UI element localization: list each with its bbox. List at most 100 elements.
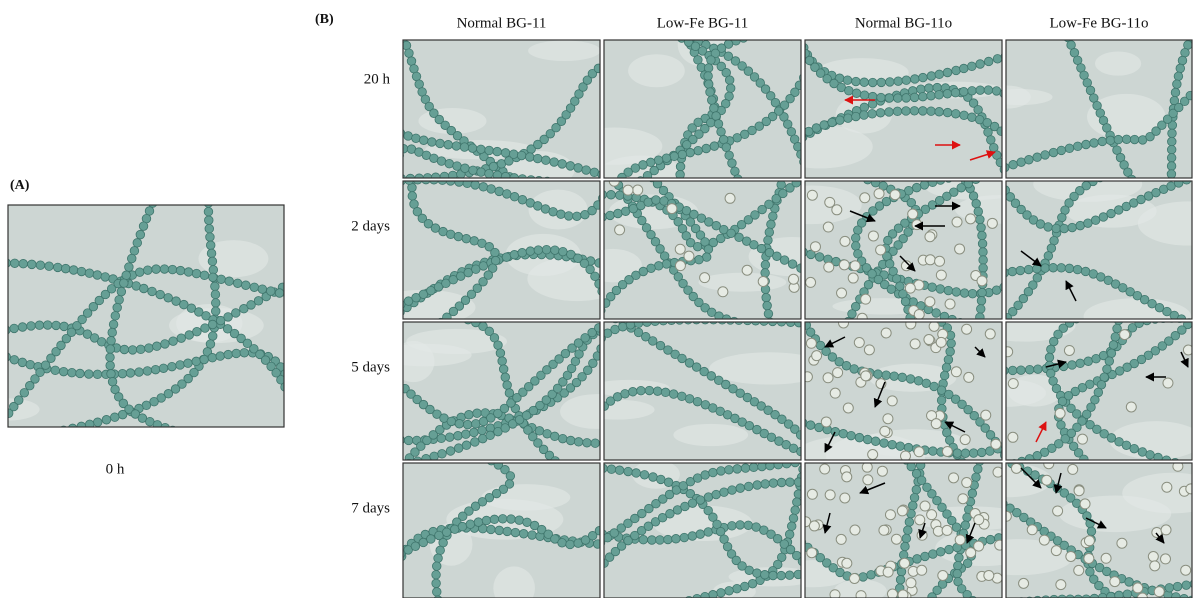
cell (894, 77, 903, 86)
cell (68, 368, 77, 377)
cell (52, 321, 61, 330)
cell (19, 259, 28, 268)
cell (1034, 365, 1043, 374)
cell (176, 429, 185, 438)
lysed-cell (1181, 565, 1191, 575)
cell (767, 220, 776, 229)
cell (216, 352, 225, 361)
cell (164, 293, 173, 302)
cell (1084, 357, 1093, 366)
cell (240, 348, 249, 357)
cell (702, 253, 711, 262)
lysed-cell (908, 209, 918, 219)
lysed-cell (929, 321, 939, 331)
lysed-cell (920, 501, 930, 511)
cell (1107, 592, 1116, 598)
cell (902, 94, 911, 103)
cell (692, 363, 701, 372)
lysed-cell (927, 510, 937, 520)
cell (974, 207, 983, 216)
cell (910, 493, 919, 502)
cell (774, 460, 783, 469)
micrograph (372, 167, 627, 333)
cell (1168, 129, 1177, 138)
lysed-cell (987, 218, 997, 228)
cell (927, 107, 936, 116)
cell (615, 466, 624, 475)
cell (478, 426, 487, 435)
cell (193, 327, 202, 336)
cell (859, 573, 868, 582)
cell (211, 299, 220, 308)
cell (709, 590, 718, 598)
cell (744, 521, 753, 530)
cell (936, 285, 945, 294)
lysed-cell (863, 475, 873, 485)
cell (135, 268, 144, 277)
cell (932, 309, 941, 318)
cell (471, 181, 480, 190)
cell (77, 422, 86, 431)
cell (765, 200, 774, 209)
cell (485, 146, 494, 155)
cell (27, 322, 36, 331)
cell (968, 86, 977, 95)
cell (976, 60, 985, 69)
cell (495, 526, 504, 535)
cell (53, 263, 62, 272)
cell (782, 459, 791, 468)
cell (1049, 337, 1058, 346)
cell (254, 297, 263, 306)
cell (519, 529, 528, 538)
cell (161, 423, 170, 432)
cell (453, 162, 462, 171)
cell (1065, 144, 1074, 153)
cell (498, 357, 507, 366)
cell (793, 498, 802, 507)
cell (533, 154, 542, 163)
cell (582, 166, 591, 175)
cell (493, 147, 502, 156)
cell (85, 269, 94, 278)
lysed-cell (842, 558, 852, 568)
cell (953, 569, 962, 578)
lysed-cell (821, 417, 831, 427)
cell (502, 253, 511, 262)
cell (977, 223, 986, 232)
cell (177, 334, 186, 343)
cell (1172, 593, 1181, 598)
cell (447, 417, 456, 426)
cell (694, 146, 703, 155)
cell (168, 362, 177, 371)
cell (761, 261, 770, 270)
cell (211, 290, 220, 299)
cell (1044, 223, 1053, 232)
cell (890, 372, 899, 381)
lysed-cell (856, 591, 866, 598)
cell (886, 78, 895, 87)
lysed-cell (984, 570, 994, 580)
cell (18, 323, 27, 332)
lysed-cell (991, 439, 1001, 449)
cell (762, 293, 771, 302)
cell (927, 91, 936, 100)
cell (901, 297, 910, 306)
cell (204, 216, 213, 225)
cell (558, 160, 567, 169)
cell (288, 393, 297, 402)
cell (978, 239, 987, 248)
cell (972, 473, 981, 482)
cell (706, 88, 715, 97)
cell (1114, 135, 1123, 144)
cell (1017, 158, 1026, 167)
cell (487, 185, 496, 194)
cell (618, 322, 627, 331)
cell (184, 359, 193, 368)
lysed-cell (931, 419, 941, 429)
cell (217, 275, 226, 284)
cell (704, 72, 713, 81)
cell (922, 379, 931, 388)
cell (648, 337, 657, 346)
cell (928, 593, 937, 598)
lysed-cell (964, 372, 974, 382)
